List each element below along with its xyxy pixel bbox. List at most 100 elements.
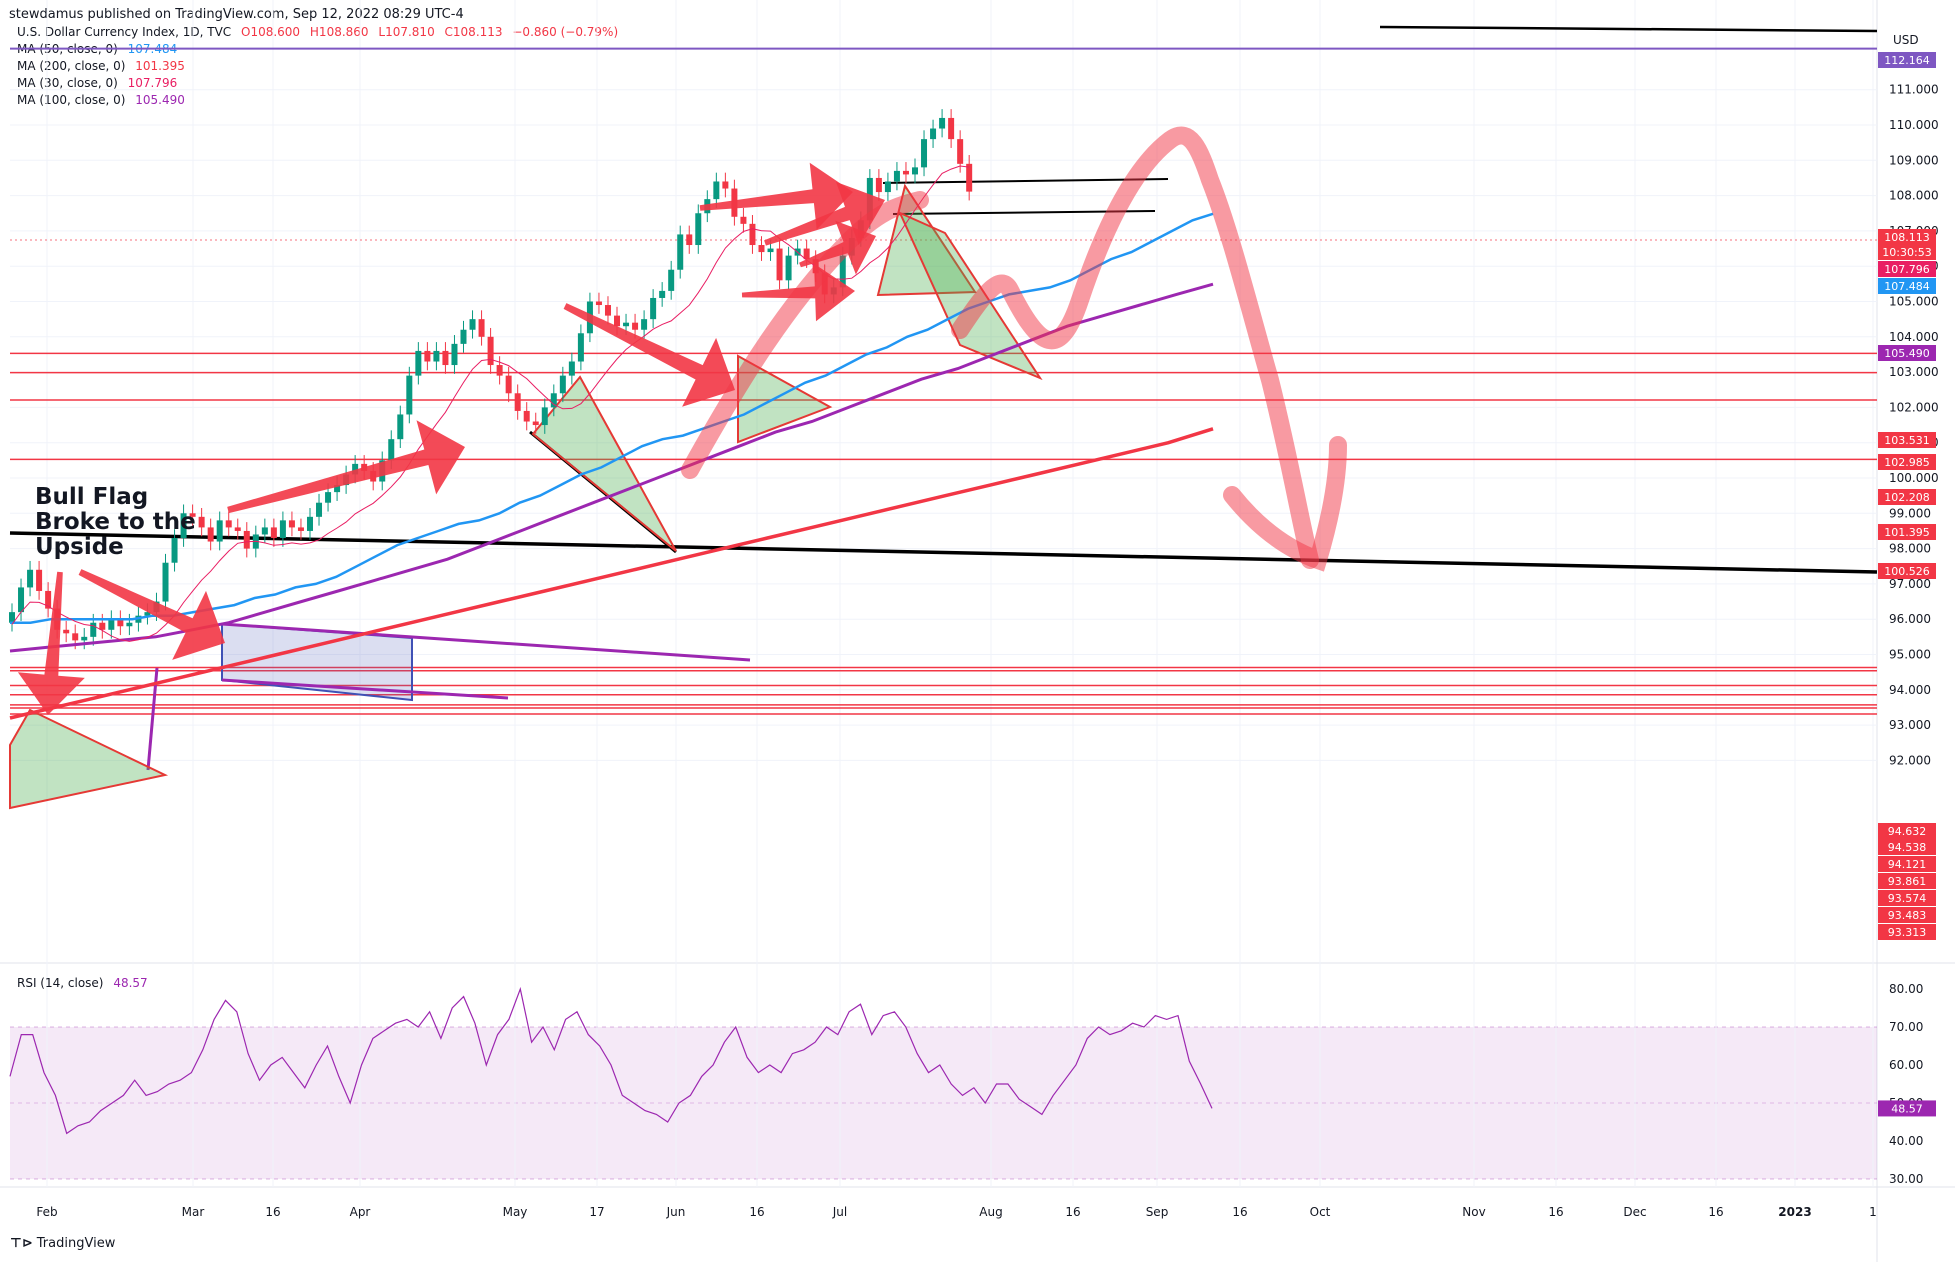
candle-body xyxy=(695,213,702,246)
price-label-box xyxy=(1878,907,1936,923)
candle-body xyxy=(749,223,756,246)
candle-body xyxy=(623,322,630,327)
time-tick-label: 16 xyxy=(1548,1205,1563,1219)
grid xyxy=(10,0,1877,1187)
ma30-legend[interactable]: MA (30, close, 0) 107.796 xyxy=(17,76,177,90)
price-label-box xyxy=(1878,261,1936,277)
price-label-text: 102.208 xyxy=(1884,491,1930,504)
candle-body xyxy=(912,167,918,175)
time-tick-label: 16 xyxy=(1232,1205,1247,1219)
price-tick-label: 111.000 xyxy=(1889,83,1939,97)
candle-body xyxy=(397,414,404,440)
candle-body xyxy=(460,329,467,344)
candle-body xyxy=(559,375,566,394)
candle-body xyxy=(595,301,602,306)
price-label-text: 101.395 xyxy=(1884,526,1930,539)
price-label-box xyxy=(1878,345,1936,361)
ma200-legend[interactable]: MA (200, close, 0) 101.395 xyxy=(17,59,185,73)
candle-body xyxy=(189,513,196,517)
candle-body xyxy=(875,177,882,193)
price-tick-label: 100.000 xyxy=(1889,471,1939,485)
candle-body xyxy=(839,255,846,288)
drawings xyxy=(9,25,1878,810)
down-arrow-head xyxy=(1223,436,1347,572)
price-label-text: 107.796 xyxy=(1884,263,1930,276)
ma200-line xyxy=(9,427,1214,720)
candle-body xyxy=(514,393,521,411)
price-label-box xyxy=(1878,873,1936,889)
candle-body xyxy=(713,181,720,200)
price-label-box xyxy=(1878,524,1936,540)
candle-body xyxy=(117,619,124,627)
candle-body xyxy=(162,562,169,602)
time-tick-label: Aug xyxy=(979,1205,1002,1219)
time-tick-label: Nov xyxy=(1462,1205,1485,1219)
candle-body xyxy=(632,322,639,330)
price-tick-label: 98.000 xyxy=(1889,542,1931,556)
price-label-box xyxy=(1878,52,1936,68)
rsi-tick-label: 40.00 xyxy=(1889,1134,1923,1148)
candle-body xyxy=(957,139,964,164)
price-label-box xyxy=(1878,856,1936,872)
time-tick-label: Dec xyxy=(1623,1205,1646,1219)
time-tick-label: Feb xyxy=(36,1205,57,1219)
bull-flag-annotation: Bull Flag Broke to the Upside xyxy=(35,485,196,560)
candle-body xyxy=(270,527,277,539)
price-label-text: 94.538 xyxy=(1888,841,1927,854)
candle-body xyxy=(45,590,52,609)
publisher-line: stewdamus published on TradingView.com, … xyxy=(9,7,464,22)
annotation-line-2: Broke to the xyxy=(35,509,196,535)
triangle-pattern xyxy=(898,211,1043,381)
candle-body xyxy=(568,361,575,376)
candle-body xyxy=(496,365,503,376)
candle-body xyxy=(776,248,783,281)
price-label-text: 10:30:53 xyxy=(1882,246,1931,259)
price-labels: 112.164 108.113 10:30:53 107.796 107.484 105.… xyxy=(1878,52,1936,1117)
candle-body xyxy=(180,513,187,539)
flag-upper-extension xyxy=(221,622,751,662)
time-tick-label: May xyxy=(503,1205,528,1219)
price-label-text: 105.490 xyxy=(1884,347,1930,360)
ma100-legend[interactable]: MA (100, close, 0) 105.490 xyxy=(17,93,185,107)
candle-body xyxy=(352,463,359,475)
price-tick-label: 92.000 xyxy=(1889,753,1931,767)
candle-body xyxy=(36,569,43,591)
footer-brand[interactable]: ⊤⊳ TradingView xyxy=(10,1236,115,1251)
candle-body xyxy=(81,636,88,641)
price-label-text: 93.574 xyxy=(1888,892,1927,905)
long-trendline xyxy=(9,531,1878,574)
candle-body xyxy=(722,181,729,189)
candle-body xyxy=(614,315,621,327)
candle-body xyxy=(234,527,241,531)
candle-body xyxy=(18,587,25,613)
price-tick-label: 103.000 xyxy=(1889,365,1939,379)
candle-body xyxy=(948,117,955,140)
annotation-line-3: Upside xyxy=(35,534,124,560)
tradingview-logo-icon: ⊤⊳ xyxy=(10,1236,33,1251)
symbol-title: U.S. Dollar Currency Index, 1D, TVC xyxy=(17,25,232,39)
rsi-legend[interactable]: RSI (14, close) 48.57 xyxy=(17,976,148,990)
candle-body xyxy=(758,245,765,253)
candle-body xyxy=(740,216,747,224)
candle-body xyxy=(939,117,946,129)
candle-body xyxy=(216,520,223,542)
candle-body xyxy=(767,248,774,253)
ma100-label: MA (100, close, 0) xyxy=(17,93,126,107)
candle-body xyxy=(316,502,323,517)
candle-body xyxy=(72,633,79,641)
symbol-legend: U.S. Dollar Currency Index, 1D, TVC O108… xyxy=(17,25,618,39)
ma50-line xyxy=(10,212,1214,624)
candle-body xyxy=(686,234,693,246)
time-tick-label: Mar xyxy=(182,1205,205,1219)
price-label-text: 100.526 xyxy=(1884,565,1930,578)
price-label-text: 102.985 xyxy=(1884,456,1930,469)
candle-body xyxy=(9,612,15,623)
price-label-box xyxy=(1878,244,1936,260)
candle-body xyxy=(90,622,97,637)
price-label-box xyxy=(1878,839,1936,855)
candle-body xyxy=(325,492,332,503)
candle-body xyxy=(424,350,431,362)
candle-body xyxy=(63,629,70,634)
time-tick-label: Jul xyxy=(832,1205,847,1219)
